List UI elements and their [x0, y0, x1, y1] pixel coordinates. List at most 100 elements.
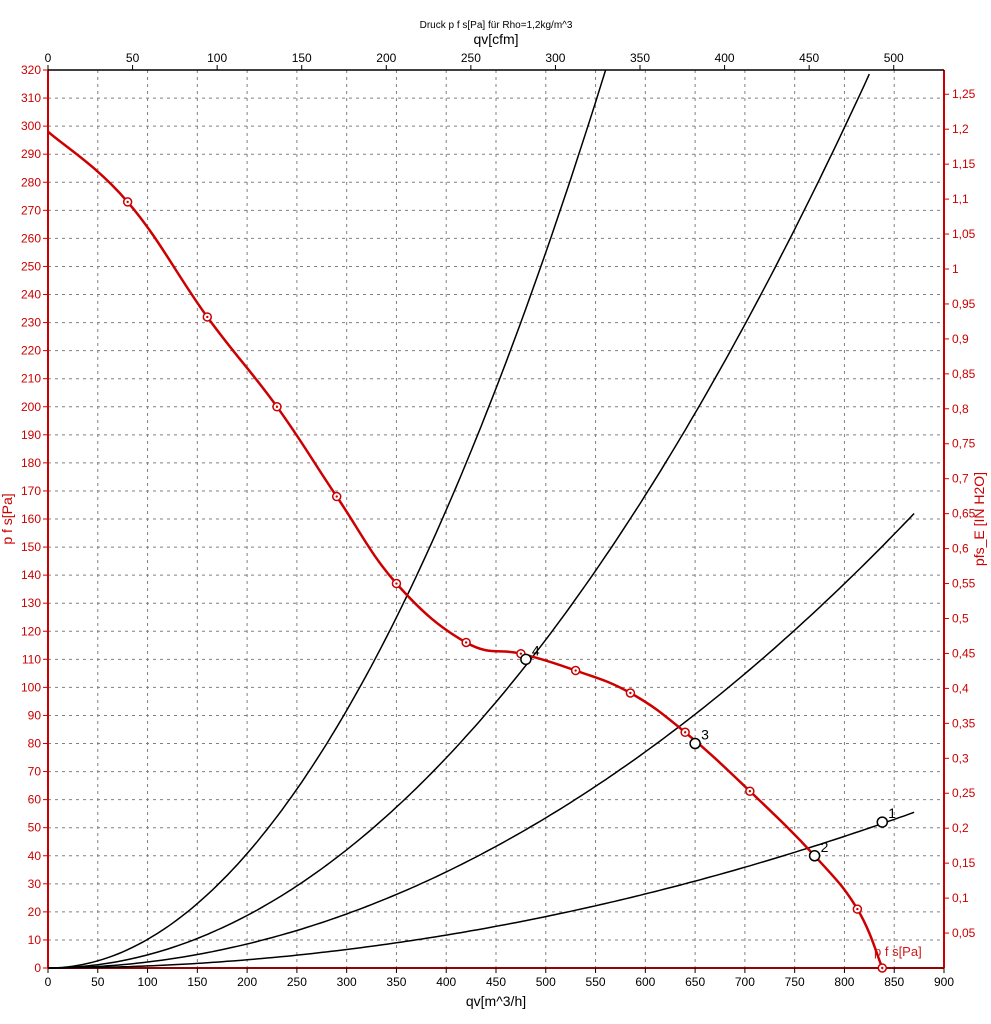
system-curve-1: [48, 812, 914, 968]
svg-text:0,7: 0,7: [952, 472, 969, 486]
svg-text:170: 170: [21, 484, 41, 498]
svg-text:150: 150: [21, 540, 41, 554]
svg-text:140: 140: [21, 568, 41, 582]
svg-text:100: 100: [138, 975, 158, 989]
svg-text:1,2: 1,2: [952, 122, 969, 136]
svg-text:350: 350: [630, 51, 650, 65]
svg-text:750: 750: [785, 975, 805, 989]
svg-text:0,55: 0,55: [952, 577, 976, 591]
svg-text:450: 450: [799, 51, 819, 65]
svg-text:1,25: 1,25: [952, 87, 976, 101]
svg-text:800: 800: [834, 975, 854, 989]
svg-text:0,2: 0,2: [952, 821, 969, 835]
svg-text:1: 1: [952, 262, 959, 276]
svg-text:700: 700: [735, 975, 755, 989]
operating-point-3: [690, 739, 700, 749]
svg-text:290: 290: [21, 147, 41, 161]
operating-point-2: [810, 851, 820, 861]
x-top-ticks: 050100150200250300350400450500: [45, 51, 904, 70]
svg-text:350: 350: [386, 975, 406, 989]
svg-text:300: 300: [337, 975, 357, 989]
svg-text:0,6: 0,6: [952, 542, 969, 556]
svg-text:0,75: 0,75: [952, 437, 976, 451]
svg-text:250: 250: [21, 259, 41, 273]
svg-text:270: 270: [21, 203, 41, 217]
svg-text:20: 20: [28, 905, 42, 919]
svg-text:1,15: 1,15: [952, 157, 976, 171]
svg-text:0,95: 0,95: [952, 297, 976, 311]
operating-point-1: [877, 817, 887, 827]
svg-text:0,25: 0,25: [952, 786, 976, 800]
svg-text:0,85: 0,85: [952, 367, 976, 381]
svg-text:110: 110: [22, 652, 41, 666]
svg-text:210: 210: [21, 372, 41, 386]
svg-text:230: 230: [21, 316, 41, 330]
svg-text:500: 500: [536, 975, 556, 989]
svg-text:0,1: 0,1: [952, 891, 969, 905]
x-top-label: qv[cfm]: [473, 31, 518, 47]
fan-pressure-chart: 0501001502002503003504004505005506006507…: [0, 0, 991, 1024]
svg-text:300: 300: [21, 119, 41, 133]
svg-text:70: 70: [28, 765, 42, 779]
svg-text:200: 200: [376, 51, 396, 65]
svg-text:50: 50: [91, 975, 105, 989]
svg-text:100: 100: [21, 680, 41, 694]
svg-text:550: 550: [586, 975, 606, 989]
system-curve-3: [48, 74, 869, 968]
x-bottom-label: qv[m^3/h]: [466, 993, 526, 1009]
svg-text:0,5: 0,5: [952, 611, 969, 625]
svg-text:0,45: 0,45: [952, 646, 976, 660]
grid: [48, 70, 944, 968]
svg-text:50: 50: [126, 51, 140, 65]
svg-text:280: 280: [21, 175, 41, 189]
svg-text:300: 300: [545, 51, 565, 65]
y-left-label: p f s[Pa]: [0, 493, 15, 544]
svg-text:600: 600: [635, 975, 655, 989]
svg-text:400: 400: [436, 975, 456, 989]
operating-point-label-3: 3: [701, 727, 709, 743]
y-right-label: pfs_E [IN H2O]: [971, 472, 987, 566]
svg-text:150: 150: [187, 975, 207, 989]
svg-text:0: 0: [45, 975, 52, 989]
system-curve-2: [48, 514, 914, 969]
svg-text:150: 150: [292, 51, 312, 65]
operating-point-4: [521, 654, 531, 664]
svg-text:40: 40: [28, 849, 42, 863]
watermark: p f s[Pa]: [874, 944, 922, 959]
svg-text:900: 900: [934, 975, 954, 989]
svg-text:0,15: 0,15: [952, 856, 976, 870]
svg-text:1,1: 1,1: [952, 192, 969, 206]
svg-text:200: 200: [21, 400, 41, 414]
svg-text:500: 500: [884, 51, 904, 65]
svg-text:250: 250: [461, 51, 481, 65]
svg-text:180: 180: [21, 456, 41, 470]
svg-text:250: 250: [287, 975, 307, 989]
svg-text:160: 160: [21, 512, 41, 526]
chart-svg: 0501001502002503003504004505005506006507…: [0, 0, 991, 1024]
svg-text:0,35: 0,35: [952, 716, 976, 730]
svg-text:400: 400: [715, 51, 735, 65]
svg-text:90: 90: [28, 708, 42, 722]
chart-title: Druck p f s[Pa] für Rho=1,2kg/m^3: [420, 20, 573, 31]
svg-text:200: 200: [237, 975, 257, 989]
operating-point-label-4: 4: [532, 642, 540, 658]
svg-text:0,4: 0,4: [952, 681, 969, 695]
svg-text:80: 80: [28, 737, 42, 751]
fan-curve: [48, 132, 886, 972]
svg-text:30: 30: [28, 877, 42, 891]
x-bottom-ticks: 0 50 100 150 200 250 300 350 400 450 500 550 600 650 7…: [45, 968, 955, 989]
svg-text:450: 450: [486, 975, 506, 989]
svg-text:0,05: 0,05: [952, 926, 976, 940]
svg-text:0: 0: [34, 961, 41, 975]
svg-text:120: 120: [21, 624, 41, 638]
svg-text:0,8: 0,8: [952, 402, 969, 416]
svg-text:60: 60: [28, 793, 42, 807]
svg-text:0: 0: [45, 51, 52, 65]
y-left-ticks: 0102030405060708090100110120130140150160…: [21, 63, 48, 975]
svg-text:0,3: 0,3: [952, 751, 969, 765]
svg-text:260: 260: [21, 231, 41, 245]
svg-text:650: 650: [685, 975, 705, 989]
svg-text:0,9: 0,9: [952, 332, 969, 346]
svg-text:190: 190: [21, 428, 41, 442]
svg-text:130: 130: [21, 596, 41, 610]
